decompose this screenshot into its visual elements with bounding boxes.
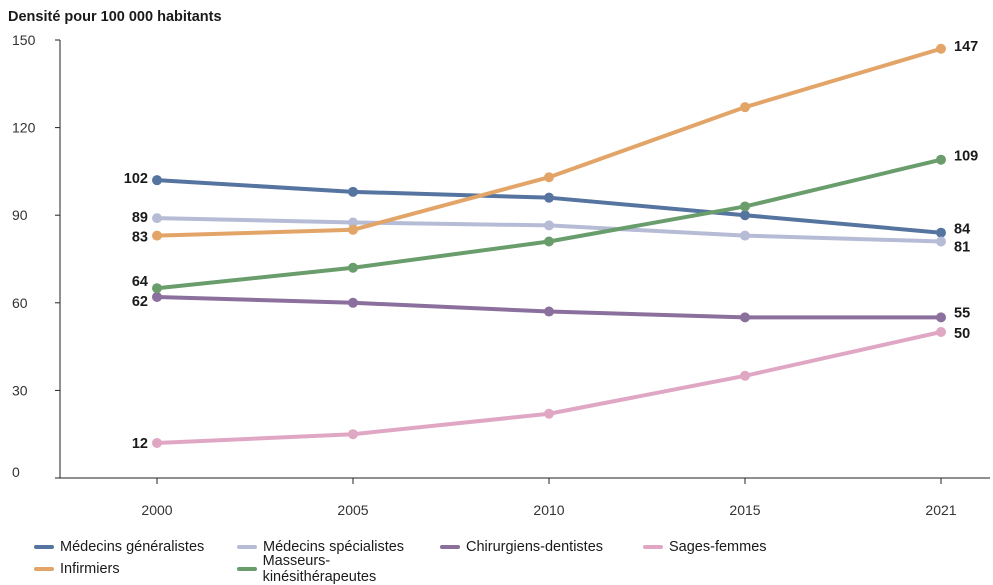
legend-swatch	[237, 545, 257, 549]
data-point-infirmiers	[936, 43, 946, 54]
legend-swatch	[34, 567, 54, 571]
data-label-start-sages-femmes: 12	[132, 436, 148, 452]
data-label-start-medecins-specialistes: 89	[132, 210, 148, 226]
data-point-sages-femmes	[348, 429, 358, 440]
data-point-masseurs-kinesitherapeutes	[544, 236, 554, 247]
data-label-start-medecins-generalistes: 102	[124, 171, 148, 187]
series-points	[152, 43, 946, 448]
data-point-medecins-specialistes	[348, 217, 358, 228]
y-tick-label: 0	[12, 464, 20, 480]
legend-swatch	[34, 545, 54, 549]
data-point-masseurs-kinesitherapeutes	[936, 154, 946, 165]
data-label-end-infirmiers: 147	[954, 39, 978, 55]
y-tick-label: 30	[12, 382, 28, 398]
data-point-chirurgiens-dentistes	[936, 312, 946, 323]
y-tick-label: 90	[12, 207, 28, 223]
data-label-start-masseurs-kinesitherapeutes: 64	[132, 274, 148, 290]
data-point-medecins-generalistes	[348, 186, 358, 197]
legend-item: Masseurs-kinésithérapeutes	[237, 553, 440, 585]
data-label-end-medecins-specialistes: 81	[954, 239, 970, 255]
data-point-masseurs-kinesitherapeutes	[740, 201, 750, 212]
data-point-masseurs-kinesitherapeutes	[348, 262, 358, 273]
x-tick-label: 2010	[533, 502, 564, 518]
legend-swatch	[440, 545, 460, 549]
legend-label: Infirmiers	[60, 561, 120, 577]
data-point-chirurgiens-dentistes	[544, 306, 554, 317]
data-label-start-infirmiers: 83	[132, 230, 148, 246]
legend-swatch	[643, 545, 663, 549]
data-point-medecins-generalistes	[544, 192, 554, 203]
y-axis-title: Densité pour 100 000 habitants	[8, 9, 222, 25]
y-tick-label: 120	[12, 120, 36, 136]
legend-item: Médecins généralistes	[34, 539, 237, 555]
data-point-infirmiers	[544, 172, 554, 183]
data-point-medecins-generalistes	[936, 227, 946, 238]
data-point-chirurgiens-dentistes	[152, 291, 162, 302]
x-tick-label: 2000	[141, 502, 172, 518]
data-point-medecins-generalistes	[740, 210, 750, 221]
legend-row: Médecins généralistes Médecins spécialist…	[34, 536, 974, 558]
legend-item: Sages-femmes	[643, 539, 846, 555]
data-point-sages-femmes	[544, 408, 554, 419]
data-point-infirmiers	[740, 102, 750, 113]
legend-label: Sages-femmes	[669, 539, 767, 555]
legend-label: Médecins spécialistes	[263, 539, 405, 555]
data-point-sages-femmes	[740, 370, 750, 381]
data-point-masseurs-kinesitherapeutes	[152, 283, 162, 294]
data-point-medecins-specialistes	[152, 213, 162, 224]
series-line-infirmiers	[155, 46, 943, 238]
data-point-medecins-specialistes	[544, 220, 554, 231]
x-tick-label: 2021	[925, 502, 956, 518]
data-label-end-sages-femmes: 50	[954, 326, 970, 342]
legend-label: Masseurs-kinésithérapeutes	[262, 553, 377, 585]
data-label-end-chirurgiens-dentistes: 55	[954, 305, 970, 321]
legend-row: Infirmiers Masseurs-kinésithérapeutes	[34, 553, 974, 585]
data-point-medecins-specialistes	[740, 230, 750, 241]
y-tick-label: 150	[12, 32, 36, 48]
data-point-medecins-specialistes	[936, 236, 946, 247]
data-label-start-chirurgiens-dentistes: 62	[132, 294, 148, 310]
legend-label: Médecins généralistes	[60, 539, 205, 555]
data-point-infirmiers	[348, 224, 358, 235]
axes: 0 30 60 90 120 150 2000 2005 2010 2015 2021	[12, 32, 990, 518]
series-line-sages-femmes	[155, 330, 943, 445]
y-tick-label: 60	[12, 295, 28, 311]
data-point-infirmiers	[152, 230, 162, 241]
legend-label: Chirurgiens-dentistes	[466, 539, 604, 555]
data-label-end-masseurs-kinesitherapeutes: 109	[954, 149, 978, 165]
legend-item: Infirmiers	[34, 561, 237, 577]
data-labels: 102 84 89 81 62 55 12 50 83 147 64 109	[124, 39, 978, 452]
x-tick-label: 2005	[337, 502, 368, 518]
legend-item: Chirurgiens-dentistes	[440, 539, 643, 555]
legend-swatch	[237, 567, 257, 571]
x-tick-label: 2015	[729, 502, 760, 518]
data-point-chirurgiens-dentistes	[740, 312, 750, 323]
legend-item: Médecins spécialistes	[237, 539, 440, 555]
data-point-chirurgiens-dentistes	[348, 297, 358, 308]
data-point-sages-femmes	[936, 327, 946, 337]
data-label-end-medecins-generalistes: 84	[954, 222, 970, 238]
data-point-sages-femmes	[152, 437, 162, 448]
legend: Médecins généralistes Médecins spécialist…	[34, 536, 974, 585]
data-point-medecins-generalistes	[152, 175, 162, 186]
